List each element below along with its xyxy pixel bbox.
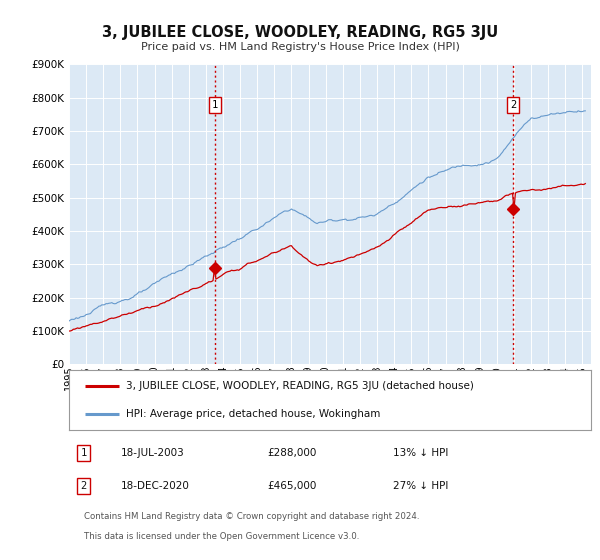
Text: 18-DEC-2020: 18-DEC-2020: [121, 481, 190, 491]
Text: Price paid vs. HM Land Registry's House Price Index (HPI): Price paid vs. HM Land Registry's House …: [140, 42, 460, 52]
Text: 3, JUBILEE CLOSE, WOODLEY, READING, RG5 3JU: 3, JUBILEE CLOSE, WOODLEY, READING, RG5 …: [102, 25, 498, 40]
Text: £465,000: £465,000: [268, 481, 317, 491]
Text: 3, JUBILEE CLOSE, WOODLEY, READING, RG5 3JU (detached house): 3, JUBILEE CLOSE, WOODLEY, READING, RG5 …: [127, 381, 474, 391]
Text: This data is licensed under the Open Government Licence v3.0.: This data is licensed under the Open Gov…: [83, 532, 359, 541]
Text: 1: 1: [212, 100, 218, 110]
Text: HPI: Average price, detached house, Wokingham: HPI: Average price, detached house, Woki…: [127, 409, 381, 419]
Text: 2: 2: [80, 481, 87, 491]
Text: Contains HM Land Registry data © Crown copyright and database right 2024.: Contains HM Land Registry data © Crown c…: [83, 512, 419, 521]
Text: 1: 1: [80, 447, 87, 458]
Text: £288,000: £288,000: [268, 447, 317, 458]
Text: 2: 2: [510, 100, 517, 110]
Text: 18-JUL-2003: 18-JUL-2003: [121, 447, 185, 458]
Text: 27% ↓ HPI: 27% ↓ HPI: [392, 481, 448, 491]
Text: 13% ↓ HPI: 13% ↓ HPI: [392, 447, 448, 458]
